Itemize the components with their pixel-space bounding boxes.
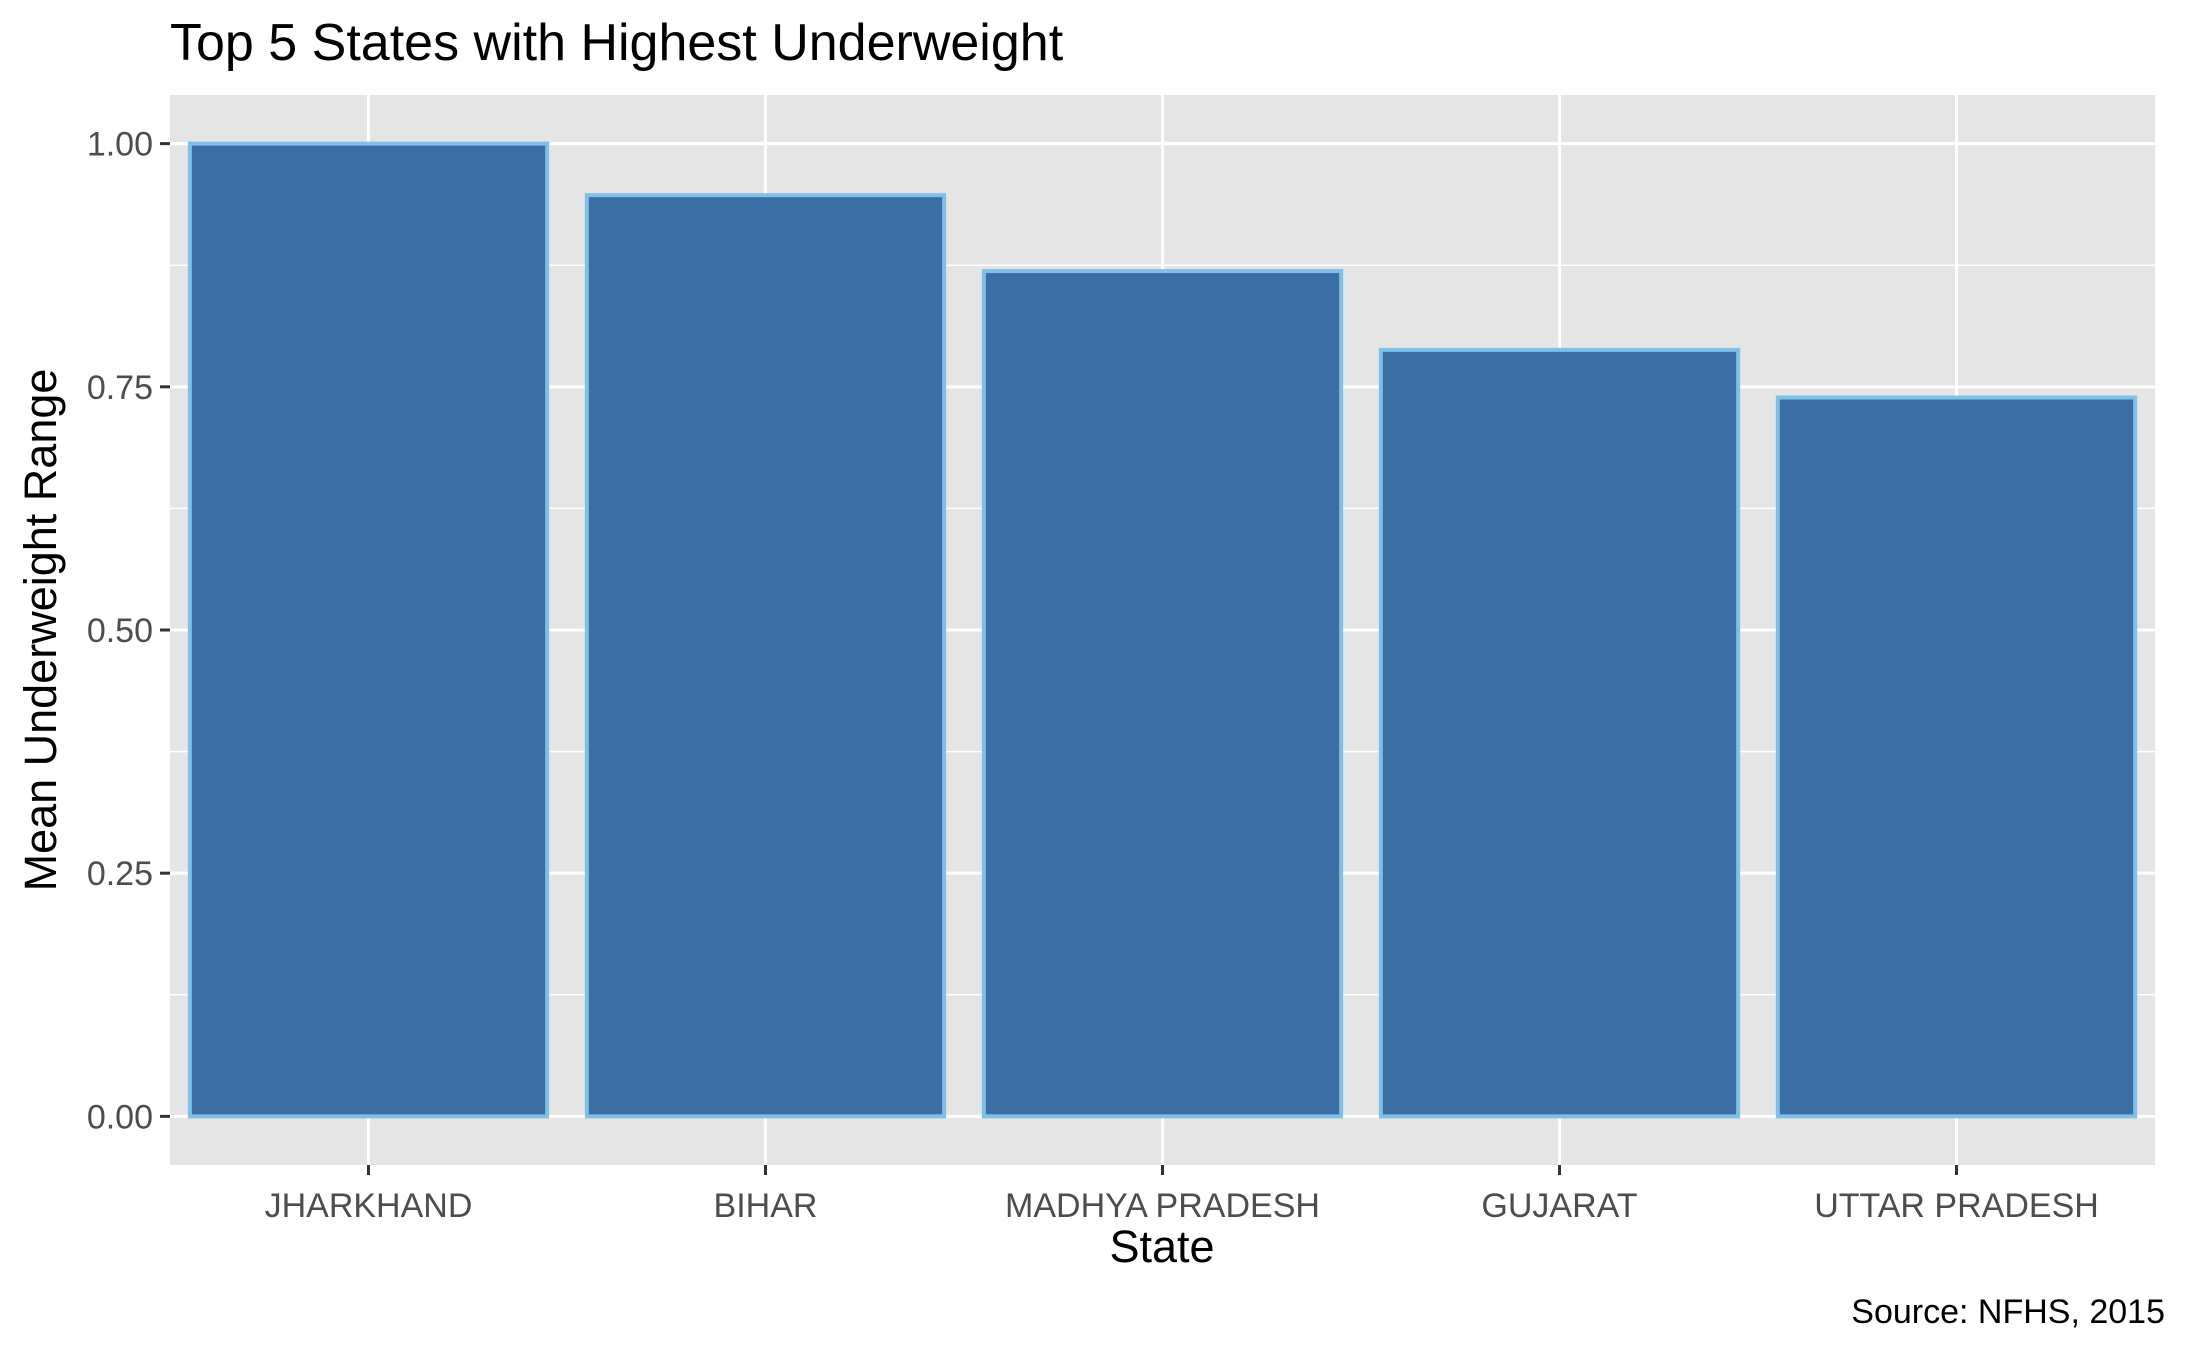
bar-uttar-pradesh [1775,395,2138,1119]
bar-jharkhand [187,141,550,1119]
x-tick-label: BIHAR [714,1187,818,1225]
x-tick-label: MADHYA PRADESH [1005,1187,1320,1225]
y-axis-ticks: 0.00 0.25 0.50 0.75 1.00 [87,126,170,1136]
y-tick-label: 0.75 [87,369,153,407]
bar-gujarat [1378,347,1741,1119]
y-tick-label: 0.00 [87,1098,153,1136]
bar-madhya-pradesh [981,269,1344,1119]
x-tick-label: UTTAR PRADESH [1814,1187,2099,1225]
bar-bihar [584,193,947,1119]
y-axis-title: Mean Underweight Range [15,369,66,892]
bars [187,141,2138,1119]
x-tick-label: JHARKHAND [265,1187,473,1225]
y-tick-label: 0.50 [87,612,153,650]
x-axis-title: State [1109,1221,1214,1272]
y-tick-label: 0.25 [87,855,153,893]
x-axis-ticks: JHARKHAND BIHAR MADHYA PRADESH GUJARAT UTTAR… [265,1165,2099,1225]
x-tick-label: GUJARAT [1481,1187,1637,1225]
chart-title: Top 5 States with Highest Underweight [170,14,1064,72]
source-caption: Source: NFHS, 2015 [1851,1293,2165,1331]
y-tick-label: 1.00 [87,126,153,164]
